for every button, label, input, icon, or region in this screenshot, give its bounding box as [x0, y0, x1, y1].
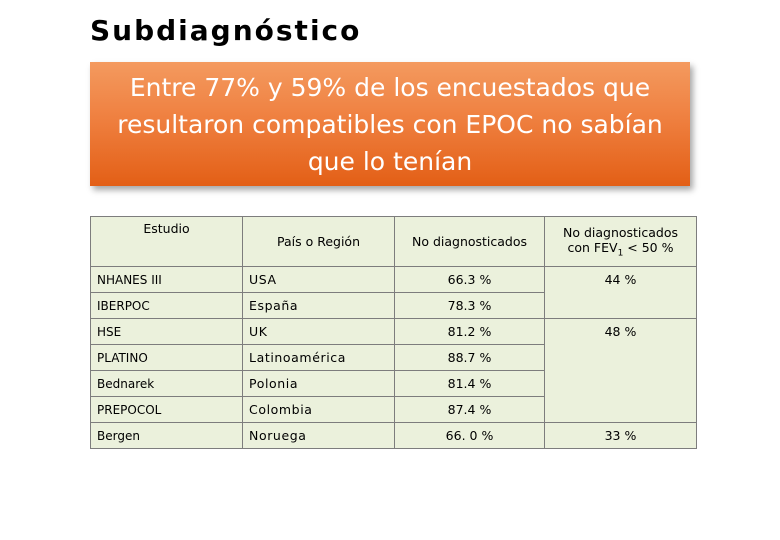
cell-fev: 44 %: [544, 266, 697, 319]
cell-estudio: PREPOCOL: [90, 396, 243, 423]
table-header-row: Estudio País o Región No diagnosticados …: [90, 216, 697, 267]
banner-line-2: resultaron compatibles con EPOC no sabía…: [117, 109, 663, 139]
cell-no-diagnosticados: 88.7 %: [394, 344, 545, 371]
cell-estudio: NHANES III: [90, 266, 243, 293]
cell-pais: España: [242, 292, 395, 319]
table-row: NHANES III USA 66.3 % 44 %: [90, 266, 697, 319]
cell-no-diagnosticados: 87.4 %: [394, 396, 545, 423]
cell-no-diagnosticados: 66. 0 %: [394, 422, 545, 449]
table-row: PLATINO Latinoamérica 88.7 %: [90, 344, 697, 371]
header-fev-suffix: < 50 %: [623, 239, 674, 255]
cell-estudio: PLATINO: [90, 344, 243, 371]
table-row: Bednarek Polonia 81.4 %: [90, 370, 697, 397]
header-no-diagnosticados: No diagnosticados: [394, 216, 545, 267]
table-row: IBERPOC España 78.3 %: [90, 292, 697, 319]
cell-estudio: Bednarek: [90, 370, 243, 397]
cell-fev: 48 %: [544, 318, 697, 423]
banner-text: Entre 77% y 59% de los encuestados que r…: [90, 69, 690, 180]
cell-fev: 33 %: [544, 422, 697, 449]
cell-pais: Polonia: [242, 370, 395, 397]
cell-no-diagnosticados: 81.4 %: [394, 370, 545, 397]
cell-pais: UK: [242, 318, 395, 345]
cell-no-diagnosticados: 66.3 %: [394, 266, 545, 293]
cell-estudio: HSE: [90, 318, 243, 345]
highlight-banner: Entre 77% y 59% de los encuestados que r…: [90, 62, 690, 186]
header-no-diagnosticados-fev: No diagnosticados con FEV1 < 50 %: [544, 216, 697, 267]
cell-no-diagnosticados: 81.2 %: [394, 318, 545, 345]
table-row: Bergen Noruega 66. 0 % 33 %: [90, 422, 697, 449]
banner-line-3: que lo tenían: [307, 146, 473, 176]
header-pais: País o Región: [242, 216, 395, 267]
cell-estudio: Bergen: [90, 422, 243, 449]
cell-pais: Noruega: [242, 422, 395, 449]
table-row: HSE UK 81.2 % 48 %: [90, 318, 697, 423]
header-fev-line1: No diagnosticados: [562, 224, 679, 240]
cell-no-diagnosticados: 78.3 %: [394, 292, 545, 319]
cell-pais: Latinoamérica: [242, 344, 395, 371]
slide-title: Subdiagnóstico: [90, 14, 362, 47]
header-fev-prefix: con FEV: [567, 239, 618, 255]
cell-estudio: IBERPOC: [90, 292, 243, 319]
studies-table: Estudio País o Región No diagnosticados …: [90, 216, 697, 449]
cell-pais: Colombia: [242, 396, 395, 423]
banner-line-1: Entre 77% y 59% de los encuestados que: [129, 72, 651, 102]
cell-pais: USA: [242, 266, 395, 293]
header-estudio: Estudio: [90, 216, 243, 267]
header-fev-subscript: 1: [617, 248, 624, 259]
